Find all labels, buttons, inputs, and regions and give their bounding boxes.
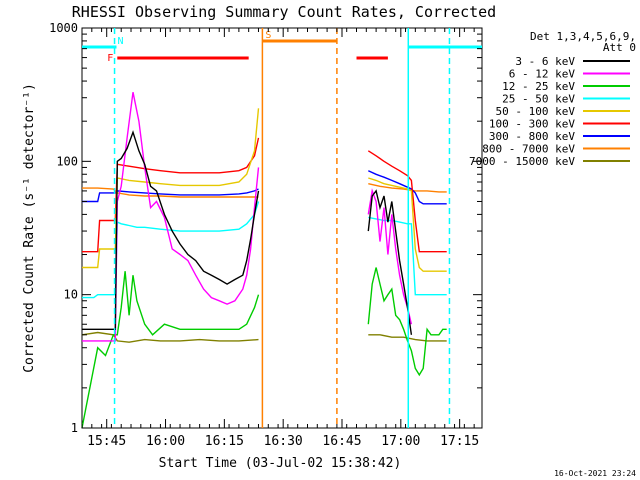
- series-line-6-12-kev-segment-2: [367, 188, 413, 325]
- series-line-100-300-kev-segment-2: [367, 150, 447, 253]
- series-line-3-6-kev-segment-2: [367, 189, 413, 335]
- x-tick-label: 16:00: [146, 434, 185, 449]
- series-line-7000-15000-kev: [81, 331, 259, 343]
- x-tick-label: 16:45: [322, 434, 361, 449]
- series-line-800-7000-kev: [82, 187, 259, 198]
- x-axis-label: Start Time (03-Jul-02 15:38:42): [159, 456, 402, 471]
- y-tick-label: 1: [71, 421, 78, 435]
- flag-label: N: [118, 36, 124, 47]
- plot-frame: [81, 27, 483, 429]
- footer-timestamp: 16-Oct-2021 23:24: [554, 469, 636, 478]
- legend-label: 50 - 100 keV: [496, 105, 576, 118]
- legend-label: 6 - 12 keV: [509, 68, 576, 81]
- legend-header-line-1: Det 1,3,4,5,6,9,: [530, 30, 636, 43]
- chart-title: RHESSI Observing Summary Count Rates, Co…: [72, 3, 496, 21]
- x-tick-label: 16:15: [205, 434, 244, 449]
- series-line-100-300-kev: [82, 137, 260, 253]
- legend-label: 12 - 25 keV: [502, 80, 575, 93]
- series-line-50-100-kev-segment-2: [368, 177, 447, 272]
- legend-label: 3 - 6 keV: [515, 55, 575, 68]
- series-line-12-25-kev: [81, 271, 260, 429]
- y-axis-label: Corrected Count Rate (s⁻¹ detector⁻¹): [22, 83, 37, 373]
- y-tick-label: 100: [56, 154, 78, 168]
- legend-label: 25 - 50 keV: [502, 93, 575, 106]
- x-tick-label: 16:30: [264, 434, 303, 449]
- series-line-50-100-kev: [82, 108, 260, 269]
- series-line-12-25-kev-segment-2: [367, 267, 447, 377]
- y-tick-label: 10: [64, 288, 78, 302]
- series-line-6-12-kev: [82, 92, 260, 342]
- legend-header-line-2: Att 0: [603, 41, 636, 54]
- series-line-25-50-kev: [82, 201, 260, 299]
- x-tick-label: 15:45: [87, 434, 126, 449]
- series-line-300-800-kev-segment-2: [368, 170, 447, 205]
- flag-label: F: [107, 53, 113, 64]
- legend-label: 300 - 800 keV: [489, 130, 575, 143]
- series-line-3-6-kev: [82, 130, 260, 330]
- legend-label: 800 - 7000 keV: [482, 143, 575, 156]
- legend-label: 100 - 300 keV: [489, 118, 575, 131]
- y-tick-label: 1000: [49, 21, 78, 35]
- x-tick-label: 17:00: [381, 434, 420, 449]
- series-line-300-800-kev: [82, 188, 259, 203]
- x-tick-label: 17:15: [440, 434, 479, 449]
- series-line-7000-15000-kev-segment-2: [368, 334, 447, 342]
- legend-label: 7000 - 15000 keV: [469, 155, 575, 168]
- flag-label: S: [265, 30, 271, 41]
